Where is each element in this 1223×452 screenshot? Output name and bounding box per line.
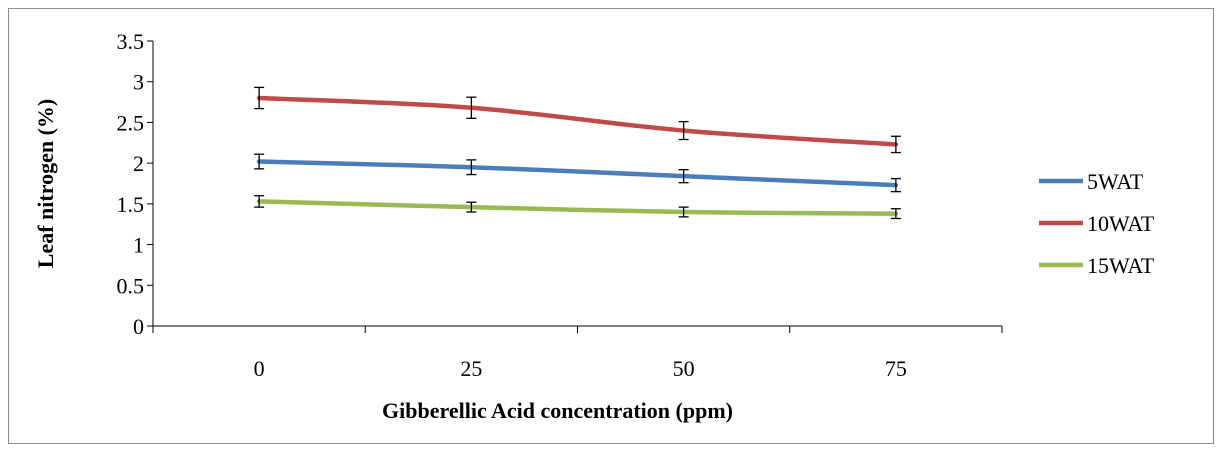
chart-frame: 0 0.5 1 1.5 2 2.5 3 3.5 0 25 50 75 5WAT 10WAT 15WAT …	[8, 8, 1214, 444]
y-axis: 0 0.5 1 1.5 2 2.5 3 3.5	[117, 29, 154, 339]
y-tick-label: 3	[133, 70, 144, 95]
x-tick-label: 50	[673, 356, 695, 381]
error-bar	[254, 153, 265, 170]
error-bar	[466, 96, 477, 120]
series-line	[256, 199, 899, 216]
series-line	[256, 95, 899, 147]
error-bar	[678, 206, 689, 218]
y-tick-label: 1.5	[117, 192, 145, 217]
legend: 5WAT 10WAT 15WAT	[1039, 169, 1155, 278]
y-tick-label: 0.5	[117, 273, 145, 298]
x-tick-label: 75	[885, 356, 907, 381]
x-tick-label: 25	[460, 356, 482, 381]
error-bar	[254, 195, 265, 208]
error-bar	[466, 159, 477, 176]
legend-item: 5WAT	[1039, 169, 1144, 194]
error-bar	[678, 120, 689, 141]
legend-item: 10WAT	[1039, 211, 1155, 236]
y-tick-label: 0	[133, 314, 144, 339]
series-5wat	[254, 153, 901, 193]
series-line	[256, 159, 899, 188]
y-axis-title: Leaf nitrogen (%)	[33, 99, 58, 268]
y-tick-label: 2	[133, 151, 144, 176]
error-bar	[890, 135, 901, 154]
error-bar	[466, 201, 477, 213]
series-layer	[254, 86, 901, 220]
error-bar	[254, 86, 265, 110]
y-tick-label: 2.5	[117, 110, 145, 135]
x-axis: 0 25 50 75	[152, 325, 1003, 381]
legend-item: 15WAT	[1039, 253, 1155, 278]
legend-label: 5WAT	[1087, 169, 1144, 194]
error-bar	[890, 177, 901, 193]
series-10wat	[254, 86, 901, 154]
error-bar	[678, 169, 689, 184]
error-bar	[890, 208, 901, 220]
y-tick-label: 1	[133, 233, 144, 258]
x-tick-label: 0	[254, 356, 265, 381]
y-tick-label: 3.5	[117, 29, 145, 54]
x-axis-title: Gibberellic Acid concentration (ppm)	[382, 398, 733, 423]
legend-label: 15WAT	[1087, 253, 1155, 278]
legend-label: 10WAT	[1087, 211, 1155, 236]
line-chart: 00.511.522.533.5 0 25 50 75 5WAT10WAT15WAT …	[33, 29, 1155, 423]
series-15wat	[254, 195, 901, 220]
